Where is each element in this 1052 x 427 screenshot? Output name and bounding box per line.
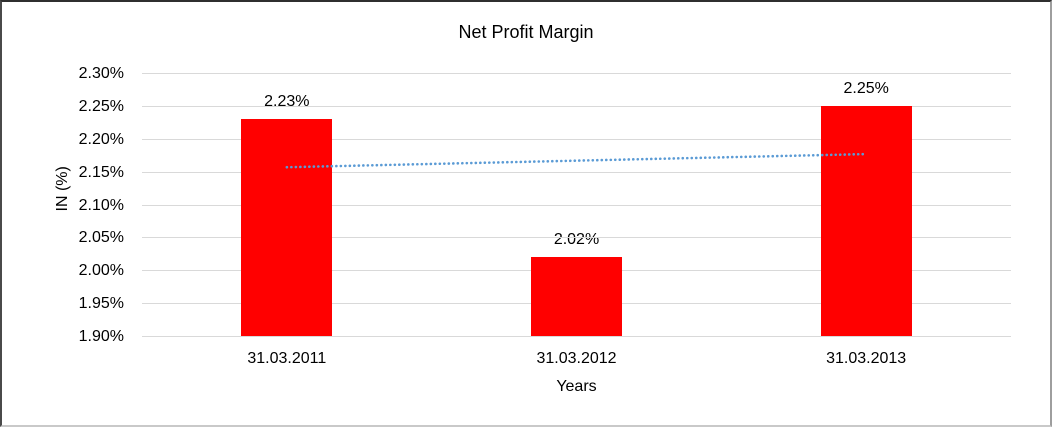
gridline [142,105,1011,107]
x-tick-label: 31.03.2011 [247,350,327,367]
y-tick-label: 2.30% [78,65,124,82]
x-tick-label: 31.03.2013 [826,350,907,367]
trendline [285,152,868,169]
gridline [142,73,1011,74]
trendline-dotted [285,152,868,169]
y-tick-label: 2.20% [78,130,124,148]
y-tick-label: 2.15% [78,163,124,181]
gridline [142,138,1011,140]
bar-data-label: 2.02% [553,231,600,249]
gridline [142,204,1011,206]
plot-area: 2.23% 2.02% 2.25% [142,73,1011,337]
gridline [142,336,1011,337]
y-tick-label: 2.00% [78,262,124,280]
y-tick-label: 2.10% [78,196,124,214]
bar-31.03.2011 [241,119,333,336]
y-tick-label: 1.95% [78,295,124,313]
bar-31.03.2012 [531,257,622,336]
chart-title: Net Profit Margin [458,22,594,42]
bar-31.03.2013 [820,105,912,336]
y-tick-label: 2.25% [78,97,124,115]
y-tick-label: 1.90% [78,328,124,345]
y-tick-label: 2.05% [78,229,124,247]
gridline [142,171,1011,173]
gridline [142,237,1011,239]
bar-data-label: 2.23% [264,93,310,111]
x-tick-label: 31.03.2012 [536,350,617,367]
x-axis-title: Years [556,378,597,395]
bar-data-label: 2.25% [843,79,889,97]
